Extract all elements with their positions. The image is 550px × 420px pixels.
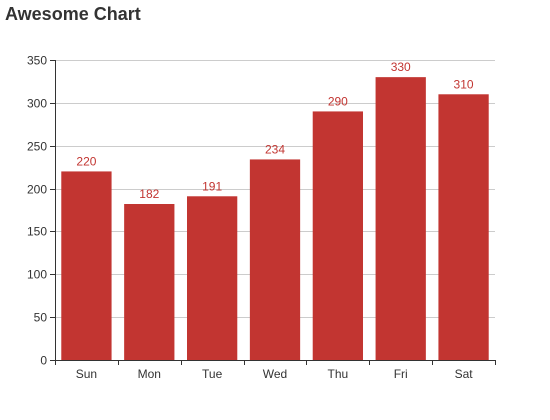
y-tick-label: 300 xyxy=(27,97,47,111)
y-axis-tick-labels: 0 50 100 150 200 250 300 350 xyxy=(27,54,47,368)
data-label-fri: 330 xyxy=(391,60,411,74)
chart-title: Awesome Chart xyxy=(5,4,141,24)
x-tick-label: Wed xyxy=(263,367,287,381)
bars xyxy=(61,77,489,361)
y-tick-label: 0 xyxy=(40,354,47,368)
data-label-tue: 191 xyxy=(202,179,222,193)
data-label-thu: 290 xyxy=(328,94,348,108)
x-tick-label: Sun xyxy=(76,367,97,381)
y-tick-label: 100 xyxy=(27,268,47,282)
data-label-sun: 220 xyxy=(76,154,96,168)
data-labels: 220 182 191 234 290 330 310 xyxy=(76,60,473,201)
y-tick-label: 250 xyxy=(27,140,47,154)
data-label-wed: 234 xyxy=(265,142,285,156)
y-tick-label: 50 xyxy=(34,311,48,325)
data-label-sat: 310 xyxy=(454,77,474,91)
x-tick-label: Tue xyxy=(202,367,223,381)
y-tick-label: 200 xyxy=(27,183,47,197)
bar-sat xyxy=(438,94,489,361)
x-tick-label: Thu xyxy=(328,367,349,381)
x-axis-tick-labels: Sun Mon Tue Wed Thu Fri Sat xyxy=(76,367,473,381)
axes xyxy=(50,60,496,365)
x-tick-label: Fri xyxy=(394,367,408,381)
data-label-mon: 182 xyxy=(139,187,159,201)
x-tick-label: Mon xyxy=(138,367,161,381)
bar-fri xyxy=(375,77,426,361)
bar-thu xyxy=(312,111,363,360)
bar-tue xyxy=(187,196,238,360)
x-tick-label: Sat xyxy=(455,367,474,381)
bar-sun xyxy=(61,171,112,360)
bar-mon xyxy=(124,204,175,360)
bar-wed xyxy=(249,159,301,360)
y-tick-label: 150 xyxy=(27,225,47,239)
y-tick-label: 350 xyxy=(27,54,47,68)
